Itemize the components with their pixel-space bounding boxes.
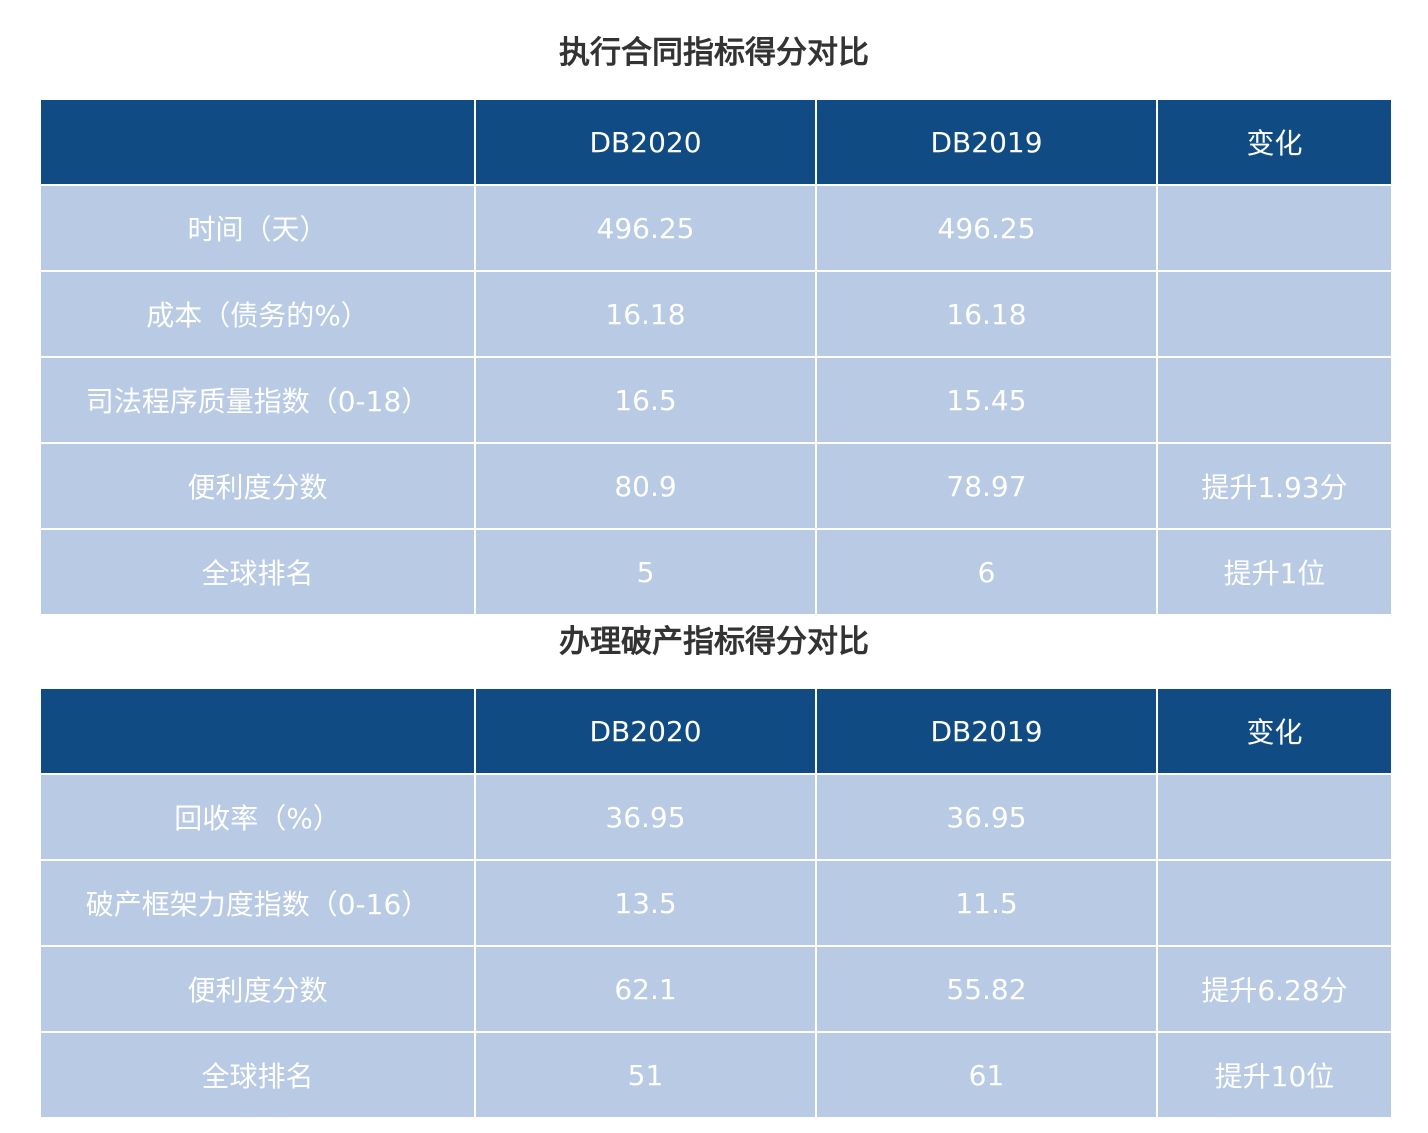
insolvency-resolution-table: DB2020 DB2019 变化 回收率（%） 36.95 36.95 破产框架…: [39, 687, 1393, 1119]
db2019-value: 55.82: [815, 945, 1158, 1033]
header-cell-db2020: DB2020: [474, 687, 817, 775]
table-row: 回收率（%） 36.95 36.95: [39, 773, 1393, 861]
change-value: 提升1位: [1156, 528, 1393, 616]
db2019-value: 496.25: [815, 184, 1158, 272]
row-label: 时间（天）: [39, 184, 476, 272]
row-label: 回收率（%）: [39, 773, 476, 861]
row-label: 便利度分数: [39, 945, 476, 1033]
db2020-value: 16.5: [474, 356, 817, 444]
table-row: 破产框架力度指数（0-16） 13.5 11.5: [39, 859, 1393, 947]
contract-enforcement-table: DB2020 DB2019 变化 时间（天） 496.25 496.25 成本（…: [39, 98, 1393, 616]
db2020-value: 80.9: [474, 442, 817, 530]
header-cell-db2020: DB2020: [474, 98, 817, 186]
change-value: 提升6.28分: [1156, 945, 1393, 1033]
db2020-value: 62.1: [474, 945, 817, 1033]
header-cell-indicator: [39, 687, 476, 775]
header-cell-change: 变化: [1156, 687, 1393, 775]
header-cell-change: 变化: [1156, 98, 1393, 186]
table-row: 时间（天） 496.25 496.25: [39, 184, 1393, 272]
table-row: 司法程序质量指数（0-18） 16.5 15.45: [39, 356, 1393, 444]
change-value: [1156, 859, 1393, 947]
db2020-value: 5: [474, 528, 817, 616]
row-label: 破产框架力度指数（0-16）: [39, 859, 476, 947]
header-cell-indicator: [39, 98, 476, 186]
change-value: [1156, 184, 1393, 272]
db2020-value: 496.25: [474, 184, 817, 272]
change-value: [1156, 356, 1393, 444]
table-row: 全球排名 5 6 提升1位: [39, 528, 1393, 616]
table-row: 便利度分数 62.1 55.82 提升6.28分: [39, 945, 1393, 1033]
row-label: 全球排名: [39, 528, 476, 616]
contract-enforcement-title: 执行合同指标得分对比: [559, 35, 869, 71]
insolvency-resolution-title: 办理破产指标得分对比: [559, 624, 869, 660]
db2019-value: 11.5: [815, 859, 1158, 947]
change-value: [1156, 773, 1393, 861]
db2019-value: 15.45: [815, 356, 1158, 444]
db2020-value: 36.95: [474, 773, 817, 861]
row-label: 成本（债务的%）: [39, 270, 476, 358]
table-row: 成本（债务的%） 16.18 16.18: [39, 270, 1393, 358]
db2020-value: 16.18: [474, 270, 817, 358]
db2019-value: 6: [815, 528, 1158, 616]
row-label: 全球排名: [39, 1031, 476, 1119]
table-row: 便利度分数 80.9 78.97 提升1.93分: [39, 442, 1393, 530]
change-value: [1156, 270, 1393, 358]
db2019-value: 61: [815, 1031, 1158, 1119]
row-label: 便利度分数: [39, 442, 476, 530]
table-row: 全球排名 51 61 提升10位: [39, 1031, 1393, 1119]
change-value: 提升1.93分: [1156, 442, 1393, 530]
header-cell-db2019: DB2019: [815, 98, 1158, 186]
db2020-value: 51: [474, 1031, 817, 1119]
table-header-row: DB2020 DB2019 变化: [39, 98, 1393, 186]
db2019-value: 16.18: [815, 270, 1158, 358]
row-label: 司法程序质量指数（0-18）: [39, 356, 476, 444]
db2019-value: 78.97: [815, 442, 1158, 530]
db2020-value: 13.5: [474, 859, 817, 947]
header-cell-db2019: DB2019: [815, 687, 1158, 775]
db2019-value: 36.95: [815, 773, 1158, 861]
change-value: 提升10位: [1156, 1031, 1393, 1119]
table-header-row: DB2020 DB2019 变化: [39, 687, 1393, 775]
